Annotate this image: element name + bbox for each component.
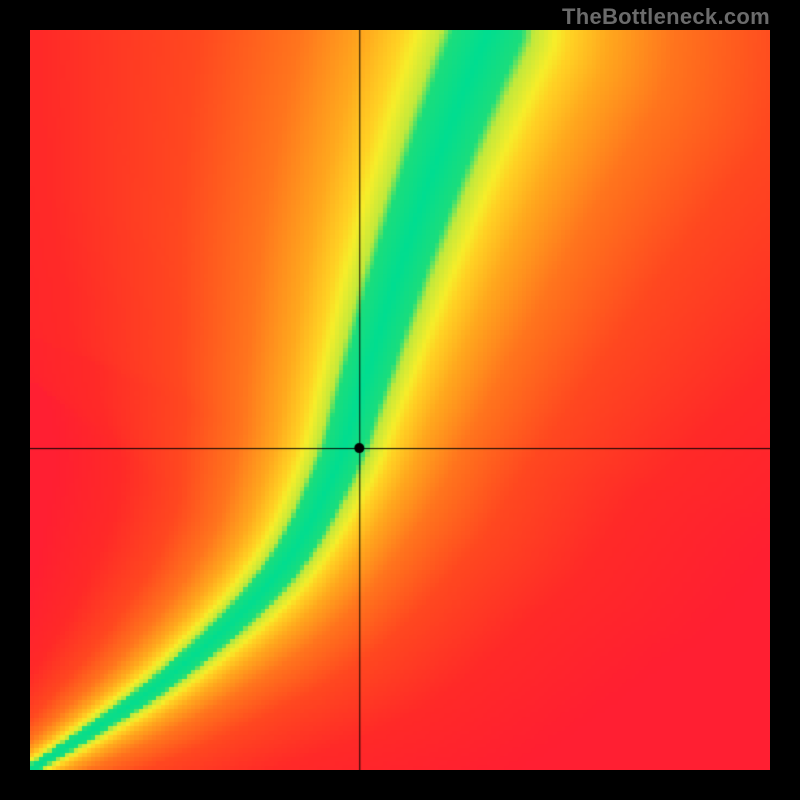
attribution-label: TheBottleneck.com — [562, 4, 770, 30]
figure-frame: TheBottleneck.com — [0, 0, 800, 800]
plot-area — [30, 30, 770, 770]
heatmap-canvas — [30, 30, 770, 770]
